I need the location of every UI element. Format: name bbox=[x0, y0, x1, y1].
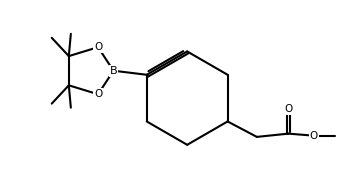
Text: O: O bbox=[94, 89, 102, 99]
Text: O: O bbox=[284, 104, 293, 114]
Text: B: B bbox=[110, 66, 117, 76]
Text: O: O bbox=[309, 131, 318, 141]
Text: O: O bbox=[94, 42, 102, 52]
